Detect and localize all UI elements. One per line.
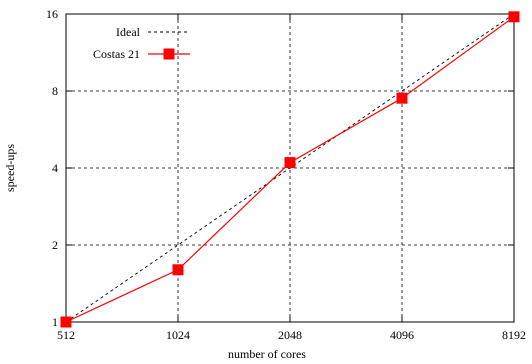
data-point-costas-21 bbox=[396, 92, 408, 104]
legend-marker-costas-21 bbox=[163, 48, 175, 60]
data-point-costas-21 bbox=[60, 316, 72, 328]
legend: Ideal Costas 21 bbox=[93, 25, 190, 61]
data-point-costas-21 bbox=[284, 157, 296, 169]
y-tick-label: 16 bbox=[46, 7, 58, 21]
x-axis-label: number of cores bbox=[228, 347, 306, 361]
y-tick-label: 4 bbox=[52, 161, 58, 175]
y-tick-label: 8 bbox=[52, 84, 58, 98]
data-point-costas-21 bbox=[508, 11, 520, 23]
x-tick-label: 1024 bbox=[166, 328, 190, 342]
data-point-costas-21 bbox=[172, 264, 184, 276]
x-tick-label: 4096 bbox=[390, 328, 414, 342]
y-tick-label: 1 bbox=[52, 315, 58, 329]
x-tick-label: 8192 bbox=[502, 328, 526, 342]
x-tick-label: 512 bbox=[57, 328, 75, 342]
legend-label-ideal: Ideal bbox=[116, 25, 141, 39]
series-group bbox=[60, 11, 520, 328]
legend-label-costas-21: Costas 21 bbox=[93, 47, 140, 61]
x-tick-label: 2048 bbox=[278, 328, 302, 342]
y-axis-label: speed-ups bbox=[3, 144, 17, 192]
y-tick-label: 2 bbox=[52, 238, 58, 252]
